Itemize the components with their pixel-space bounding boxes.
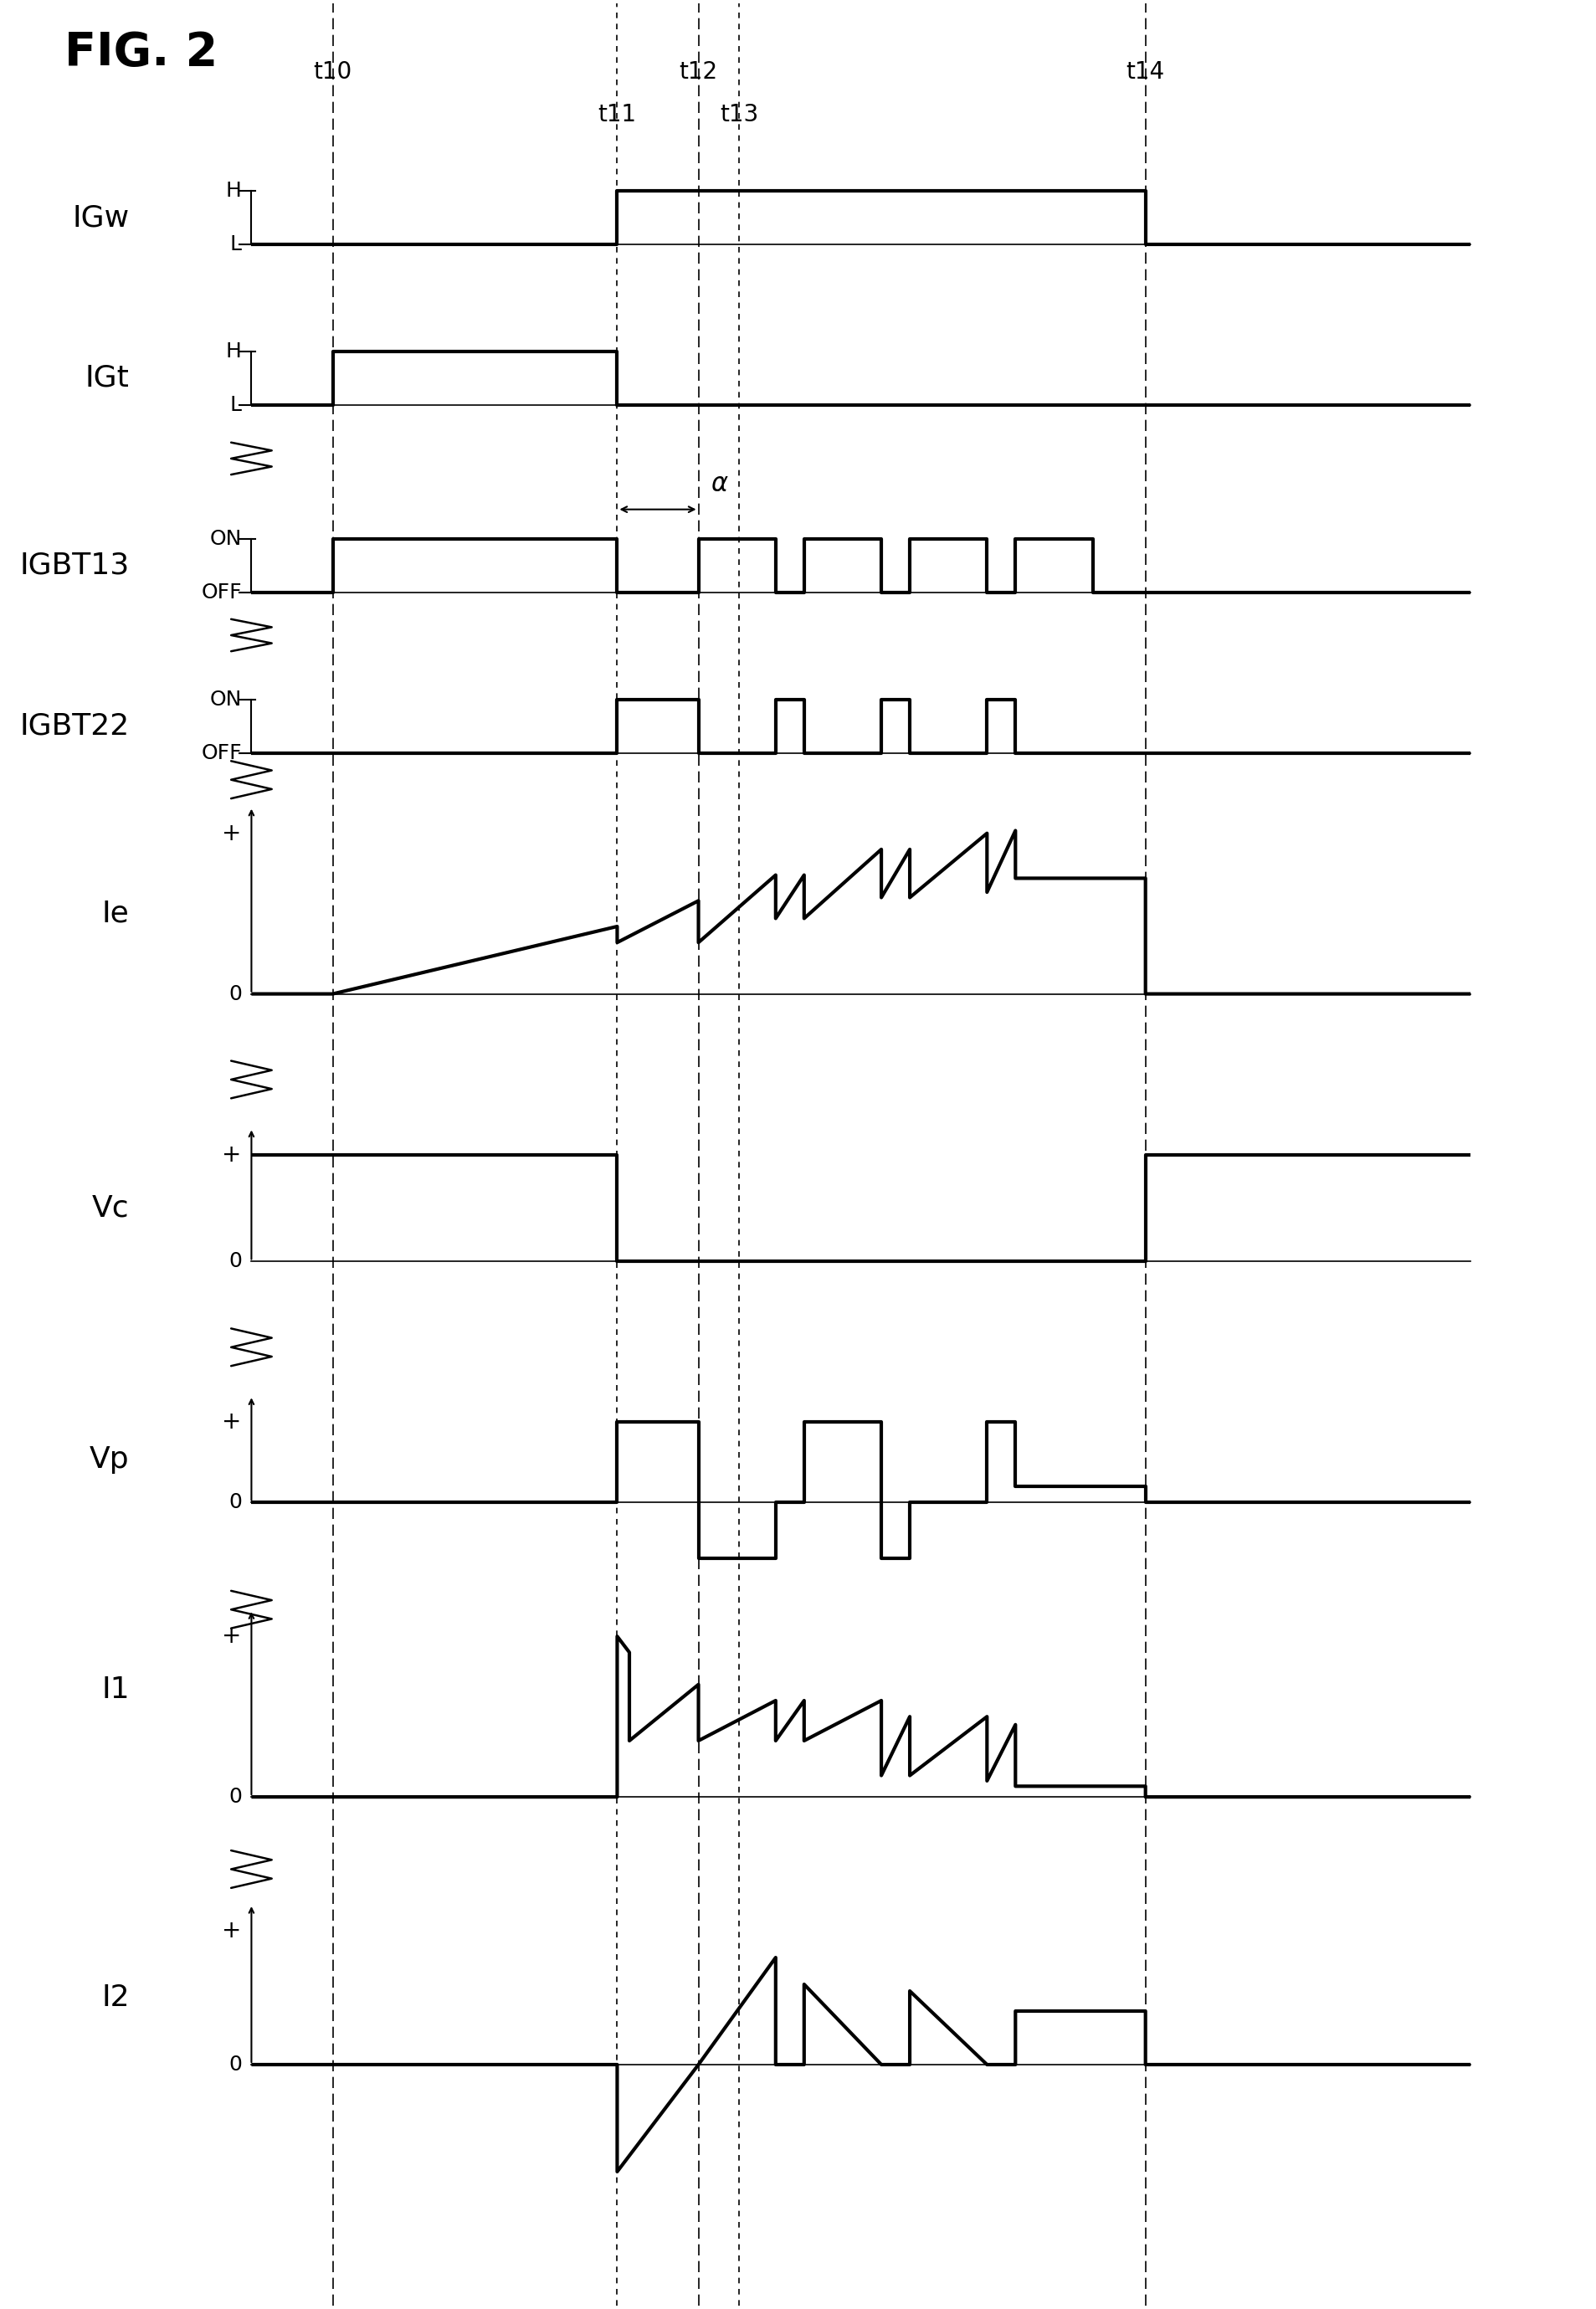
- Text: +: +: [222, 822, 241, 845]
- Text: Vp: Vp: [89, 1445, 129, 1473]
- Text: t12: t12: [680, 60, 718, 83]
- Text: 0: 0: [228, 1251, 241, 1272]
- Text: 0: 0: [228, 1492, 241, 1512]
- Text: +: +: [222, 1143, 241, 1166]
- Text: IGw: IGw: [72, 203, 129, 231]
- Text: +: +: [222, 1919, 241, 1942]
- Text: L: L: [230, 395, 241, 416]
- Text: $\alpha$: $\alpha$: [710, 471, 729, 496]
- Text: Ie: Ie: [102, 901, 129, 928]
- Text: +: +: [222, 1411, 241, 1434]
- Text: FIG. 2: FIG. 2: [64, 30, 217, 76]
- Text: H: H: [227, 180, 241, 201]
- Text: IGt: IGt: [85, 365, 129, 393]
- Text: I1: I1: [102, 1676, 129, 1704]
- Text: H: H: [227, 342, 241, 363]
- Text: IGBT13: IGBT13: [19, 552, 129, 580]
- Text: L: L: [230, 233, 241, 254]
- Text: ON: ON: [209, 529, 241, 550]
- Text: t13: t13: [720, 104, 758, 127]
- Text: OFF: OFF: [201, 582, 241, 603]
- Text: t11: t11: [598, 104, 637, 127]
- Text: Vc: Vc: [93, 1194, 129, 1221]
- Text: 0: 0: [228, 984, 241, 1004]
- Text: t14: t14: [1127, 60, 1165, 83]
- Text: t10: t10: [313, 60, 353, 83]
- Text: I2: I2: [102, 1983, 129, 2011]
- Text: IGBT22: IGBT22: [19, 711, 129, 741]
- Text: 0: 0: [228, 2055, 241, 2076]
- Text: +: +: [222, 1626, 241, 1649]
- Text: ON: ON: [209, 690, 241, 709]
- Text: 0: 0: [228, 1787, 241, 1808]
- Text: OFF: OFF: [201, 743, 241, 762]
